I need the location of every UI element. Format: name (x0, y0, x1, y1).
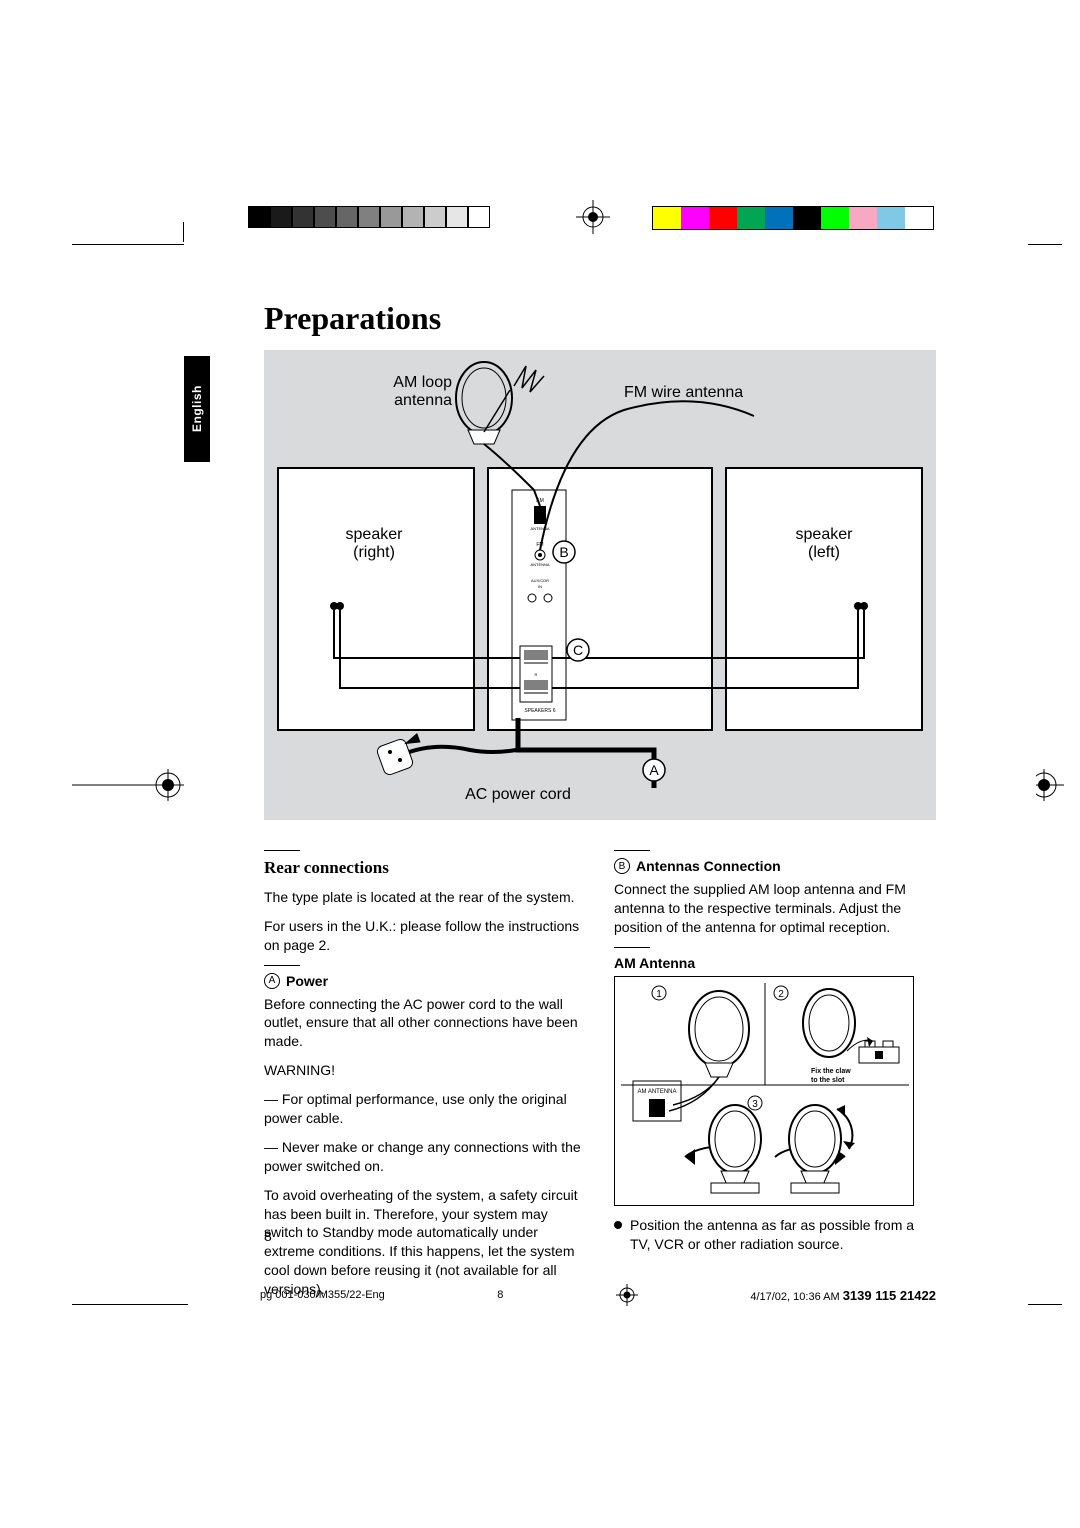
swatch (793, 207, 821, 229)
svg-text:B: B (559, 544, 568, 560)
swatch (709, 207, 737, 229)
swatch (424, 206, 446, 228)
body-text: — For optimal performance, use only the … (264, 1090, 586, 1128)
swatch (821, 207, 849, 229)
color-swatches (652, 206, 934, 230)
crop-rule (1028, 244, 1062, 245)
diagram-label: antenna (394, 392, 452, 409)
svg-text:Fix the claw: Fix the claw (811, 1068, 851, 1075)
footer-refnum: 3139 115 21422 (843, 1288, 936, 1303)
footer-pagenum: 8 (497, 1289, 503, 1301)
body-text: Position the antenna as far as possible … (630, 1216, 936, 1254)
swatch (270, 206, 292, 228)
section-heading: Rear connections (264, 857, 586, 880)
swatch (336, 206, 358, 228)
body-text: The type plate is located at the rear of… (264, 888, 586, 907)
panel-fm-label2: ANTENNA (530, 562, 549, 567)
diagram-label: AC power cord (438, 786, 598, 804)
crop-rule (72, 244, 184, 245)
grayscale-swatches (248, 206, 490, 228)
swatch (905, 207, 933, 229)
swatch (358, 206, 380, 228)
page-number: 8 (264, 1228, 272, 1244)
swatch (380, 206, 402, 228)
left-column: Rear connections The type plate is locat… (264, 840, 586, 1309)
panel-am-label2: ANTENNA (530, 526, 549, 531)
subsection-heading: Power (286, 972, 328, 991)
svg-text:R: R (535, 672, 538, 677)
body-text: Connect the supplied AM loop antenna and… (614, 880, 936, 937)
svg-text:AM ANTENNA: AM ANTENNA (637, 1089, 676, 1095)
registration-mark-icon (616, 1284, 638, 1306)
right-column: B Antennas Connection Connect the suppli… (614, 840, 936, 1309)
badge-b: B (553, 541, 575, 563)
swatch (248, 206, 270, 228)
diagram-label: (left) (808, 544, 840, 561)
swatch (314, 206, 336, 228)
crop-rule (1028, 1304, 1062, 1305)
panel-aux-label2: IN (538, 584, 542, 589)
body-text: For users in the U.K.: please follow the… (264, 917, 586, 955)
swatch (653, 207, 681, 229)
language-tab: English (184, 356, 210, 462)
bullet-icon (614, 1221, 622, 1229)
panel-spk-label: SPEAKERS 6 (524, 708, 555, 714)
svg-text:to the slot: to the slot (811, 1077, 845, 1084)
rear-connections-diagram: AM ANTENNA FM ANTENNA AUX/CDR IN R SPEAK… (264, 350, 936, 820)
body-text: Before connecting the AC power cord to t… (264, 995, 586, 1052)
badge-c: C (567, 639, 589, 661)
swatch (849, 207, 877, 229)
svg-text:A: A (649, 762, 659, 778)
subsection-heading: AM Antenna (614, 954, 695, 973)
footer-filename: pg 001-030/M355/22-Eng (260, 1289, 385, 1301)
diagram-label: speaker (346, 526, 403, 543)
print-footer: pg 001-030/M355/22-Eng 8 4/17/02, 10:36 … (260, 1284, 936, 1306)
svg-text:C: C (573, 642, 583, 658)
svg-text:1: 1 (656, 989, 662, 1000)
diagram-label: (right) (353, 544, 395, 561)
footer-timestamp: 4/17/02, 10:36 AM (750, 1291, 839, 1303)
swatch (765, 207, 793, 229)
step-badge-b: B (614, 858, 630, 874)
swatch (681, 207, 709, 229)
swatch (468, 206, 490, 228)
panel-aux-label: AUX/CDR (531, 578, 549, 583)
registration-mark-icon (72, 742, 188, 828)
body-text: — Never make or change any connections w… (264, 1138, 586, 1176)
registration-mark-icon (576, 200, 610, 234)
crop-rule (72, 1304, 188, 1305)
warning-label: WARNING! (264, 1061, 586, 1080)
body-text: To avoid overheating of the system, a sa… (264, 1186, 586, 1299)
swatch (446, 206, 468, 228)
page-title: Preparations (264, 300, 441, 337)
svg-text:2: 2 (778, 989, 784, 1000)
svg-text:3: 3 (752, 1099, 758, 1110)
registration-mark-icon (1036, 742, 1064, 828)
am-antenna-figure: 1 AM ANTENNA (614, 976, 914, 1206)
diagram-label: speaker (796, 526, 853, 543)
badge-a: A (643, 759, 665, 781)
swatch (402, 206, 424, 228)
diagram-label: FM wire antenna (624, 384, 804, 402)
diagram-label: AM loop (393, 374, 452, 391)
subsection-heading: Antennas Connection (636, 857, 781, 876)
swatch (737, 207, 765, 229)
step-badge-a: A (264, 973, 280, 989)
swatch (292, 206, 314, 228)
crop-tick (183, 222, 184, 242)
swatch (877, 207, 905, 229)
registration-bar (0, 206, 1080, 240)
